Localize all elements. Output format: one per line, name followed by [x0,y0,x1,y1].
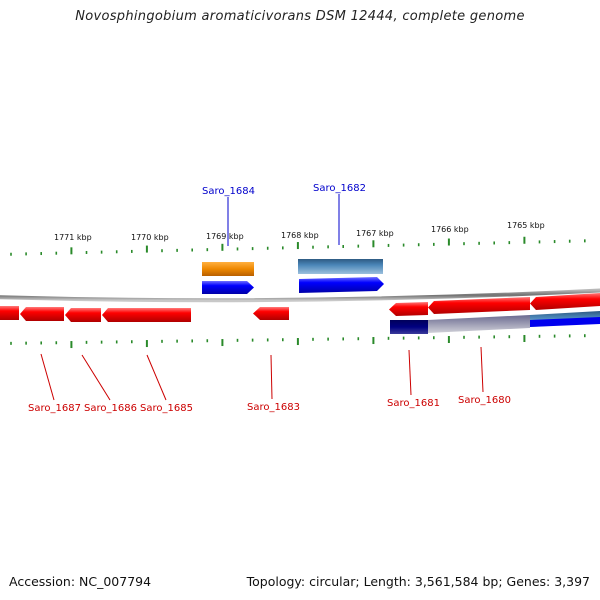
gene-arrow-saro-1685-a[interactable] [65,308,101,322]
gene-label[interactable]: Saro_1684 [202,186,255,197]
leader-line [270,354,273,400]
ruler-label: 1766 kbp [431,225,469,234]
gene-feature-orange[interactable] [202,262,254,276]
gene-label[interactable]: Saro_1686 [84,403,137,414]
ruler-label: 1768 kbp [281,231,319,240]
gene-label[interactable]: Saro_1681 [387,398,440,409]
leader-line [408,349,412,396]
gene-arrow-saro-1685[interactable] [102,308,191,322]
gene-arrow-saro-1681[interactable] [389,302,428,316]
page-title: Novosphingobium aromaticivorans DSM 1244… [75,9,525,24]
ruler-ticks-upper [10,236,586,256]
accession-text: Accession: NC_007794 [9,574,152,589]
ruler-label: 1765 kbp [507,221,545,230]
gene-arrow-right-edge[interactable] [530,293,600,310]
genome-backbone [0,288,600,303]
ruler-ticks-lower [10,334,586,349]
ruler-label: 1770 kbp [131,233,169,242]
gene-arrow-blue-lower[interactable] [530,317,600,327]
leader-line [40,353,55,401]
gene-label[interactable]: Saro_1685 [140,403,193,414]
ruler-label: 1767 kbp [356,229,394,238]
gene-arrow-saro-1680[interactable] [428,297,530,314]
gene-label[interactable]: Saro_1682 [313,183,366,194]
gene-label[interactable]: Saro_1680 [458,395,511,406]
gene-arrow-saro-1683[interactable] [253,307,289,320]
ruler-label: 1769 kbp [206,232,244,241]
gene-feature-band[interactable] [428,315,530,333]
gene-label[interactable]: Saro_1683 [247,402,300,413]
ruler-label: 1771 kbp [54,233,92,242]
leader-line [81,354,111,401]
gene-arrow-saro-1682[interactable] [299,277,384,293]
leader-line [480,346,484,393]
gene-feature-steel[interactable] [298,259,383,274]
gene-label[interactable]: Saro_1687 [28,403,81,414]
gene-arrow-saro-1686[interactable] [20,307,64,321]
gene-arrow-saro-1687[interactable] [0,306,19,320]
leader-line [146,354,167,401]
gene-feature-navy[interactable] [390,320,428,334]
genome-stats: Topology: circular; Length: 3,561,584 bp… [246,574,590,589]
gene-arrow-saro-1684[interactable] [202,281,254,294]
